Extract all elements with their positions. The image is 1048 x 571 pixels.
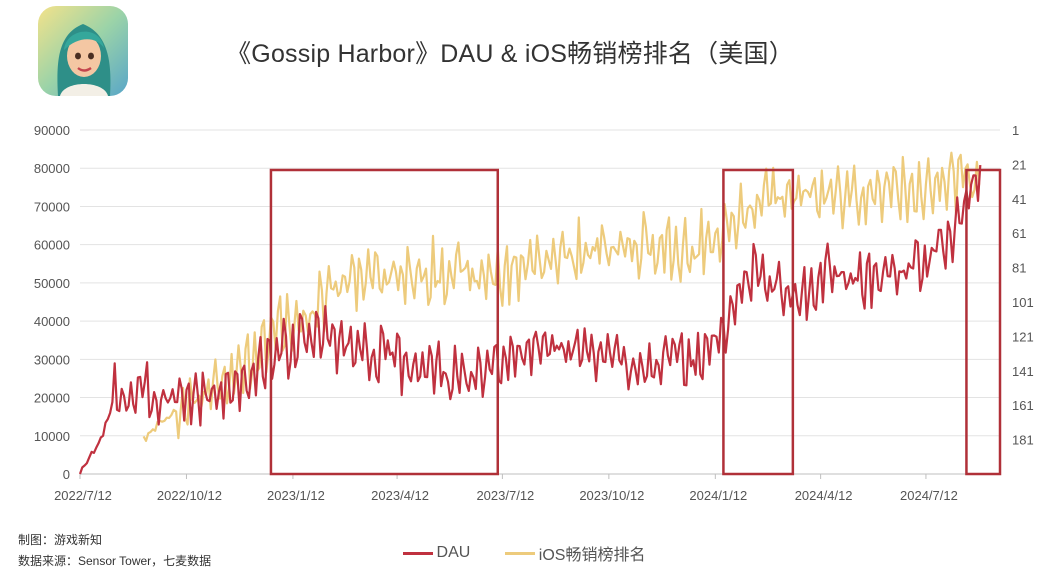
highlight-box bbox=[722, 168, 795, 476]
x-tick-label: 2022/7/12 bbox=[54, 488, 112, 503]
series-lines bbox=[78, 151, 982, 475]
y-right-tick-label: 101 bbox=[1012, 295, 1034, 310]
y-left-tick-label: 10000 bbox=[34, 429, 70, 444]
x-axis: 2022/7/12 2022/10/12 2023/1/12 2023/4/12 202… bbox=[54, 473, 1000, 503]
highlight-box bbox=[965, 168, 1002, 476]
series-line-ios-rank bbox=[142, 151, 981, 442]
y-left-tick-label: 30000 bbox=[34, 352, 70, 367]
footnote-producer: 制图：游戏新知 bbox=[18, 533, 103, 547]
legend-label-dau: DAU bbox=[436, 544, 471, 561]
series-line-dau bbox=[78, 165, 982, 475]
y-right-tick-label: 21 bbox=[1012, 157, 1026, 172]
legend-label-ios: iOS畅销榜排名 bbox=[538, 547, 646, 564]
grid-lines bbox=[80, 129, 1000, 475]
x-tick-label: 2023/1/12 bbox=[267, 488, 325, 503]
x-tick-label: 2024/4/12 bbox=[795, 488, 853, 503]
y-right-tick-label: 161 bbox=[1012, 398, 1034, 413]
chart-legend: DAU iOS畅销榜排名 bbox=[0, 541, 1048, 565]
legend-item-dau: DAU bbox=[402, 544, 471, 562]
legend-item-ios: iOS畅销榜排名 bbox=[504, 541, 646, 565]
y-right-tick-label: 41 bbox=[1012, 192, 1026, 207]
y-left-tick-label: 20000 bbox=[34, 391, 70, 406]
y-right-tick-label: 81 bbox=[1012, 261, 1026, 276]
y-left-tick-label: 90000 bbox=[34, 123, 70, 138]
legend-swatch-ios bbox=[504, 551, 535, 555]
y-right-tick-label: 181 bbox=[1012, 433, 1034, 448]
y-left-tick-label: 70000 bbox=[34, 199, 70, 214]
left-y-axis: 0 10000 20000 30000 40000 50000 60000 70000 8000… bbox=[34, 123, 70, 482]
x-tick-label: 2024/1/12 bbox=[689, 488, 747, 503]
x-tick-label: 2023/7/12 bbox=[476, 488, 534, 503]
y-left-tick-label: 60000 bbox=[34, 238, 70, 253]
footnote-source: 数据来源：Sensor Tower，七麦数据 bbox=[18, 554, 212, 568]
legend-swatch-dau bbox=[402, 551, 433, 555]
y-left-tick-label: 80000 bbox=[34, 161, 70, 176]
highlight-boxes bbox=[269, 168, 1002, 476]
y-left-tick-label: 40000 bbox=[34, 314, 70, 329]
y-right-tick-label: 1 bbox=[1012, 123, 1019, 138]
game-logo bbox=[38, 6, 128, 96]
chart-title: 《Gossip Harbor》DAU & iOS畅销榜排名（美国） bbox=[226, 40, 794, 68]
x-tick-label: 2023/10/12 bbox=[579, 488, 644, 503]
y-left-tick-label: 0 bbox=[63, 467, 70, 482]
x-tick-label: 2023/4/12 bbox=[371, 488, 429, 503]
y-right-tick-label: 141 bbox=[1012, 364, 1034, 379]
x-tick-label: 2024/7/12 bbox=[900, 488, 958, 503]
y-right-tick-label: 61 bbox=[1012, 226, 1026, 241]
x-tick-label: 2022/10/12 bbox=[157, 488, 222, 503]
y-left-tick-label: 50000 bbox=[34, 276, 70, 291]
highlight-box bbox=[269, 168, 500, 476]
y-right-tick-label: 121 bbox=[1012, 329, 1034, 344]
